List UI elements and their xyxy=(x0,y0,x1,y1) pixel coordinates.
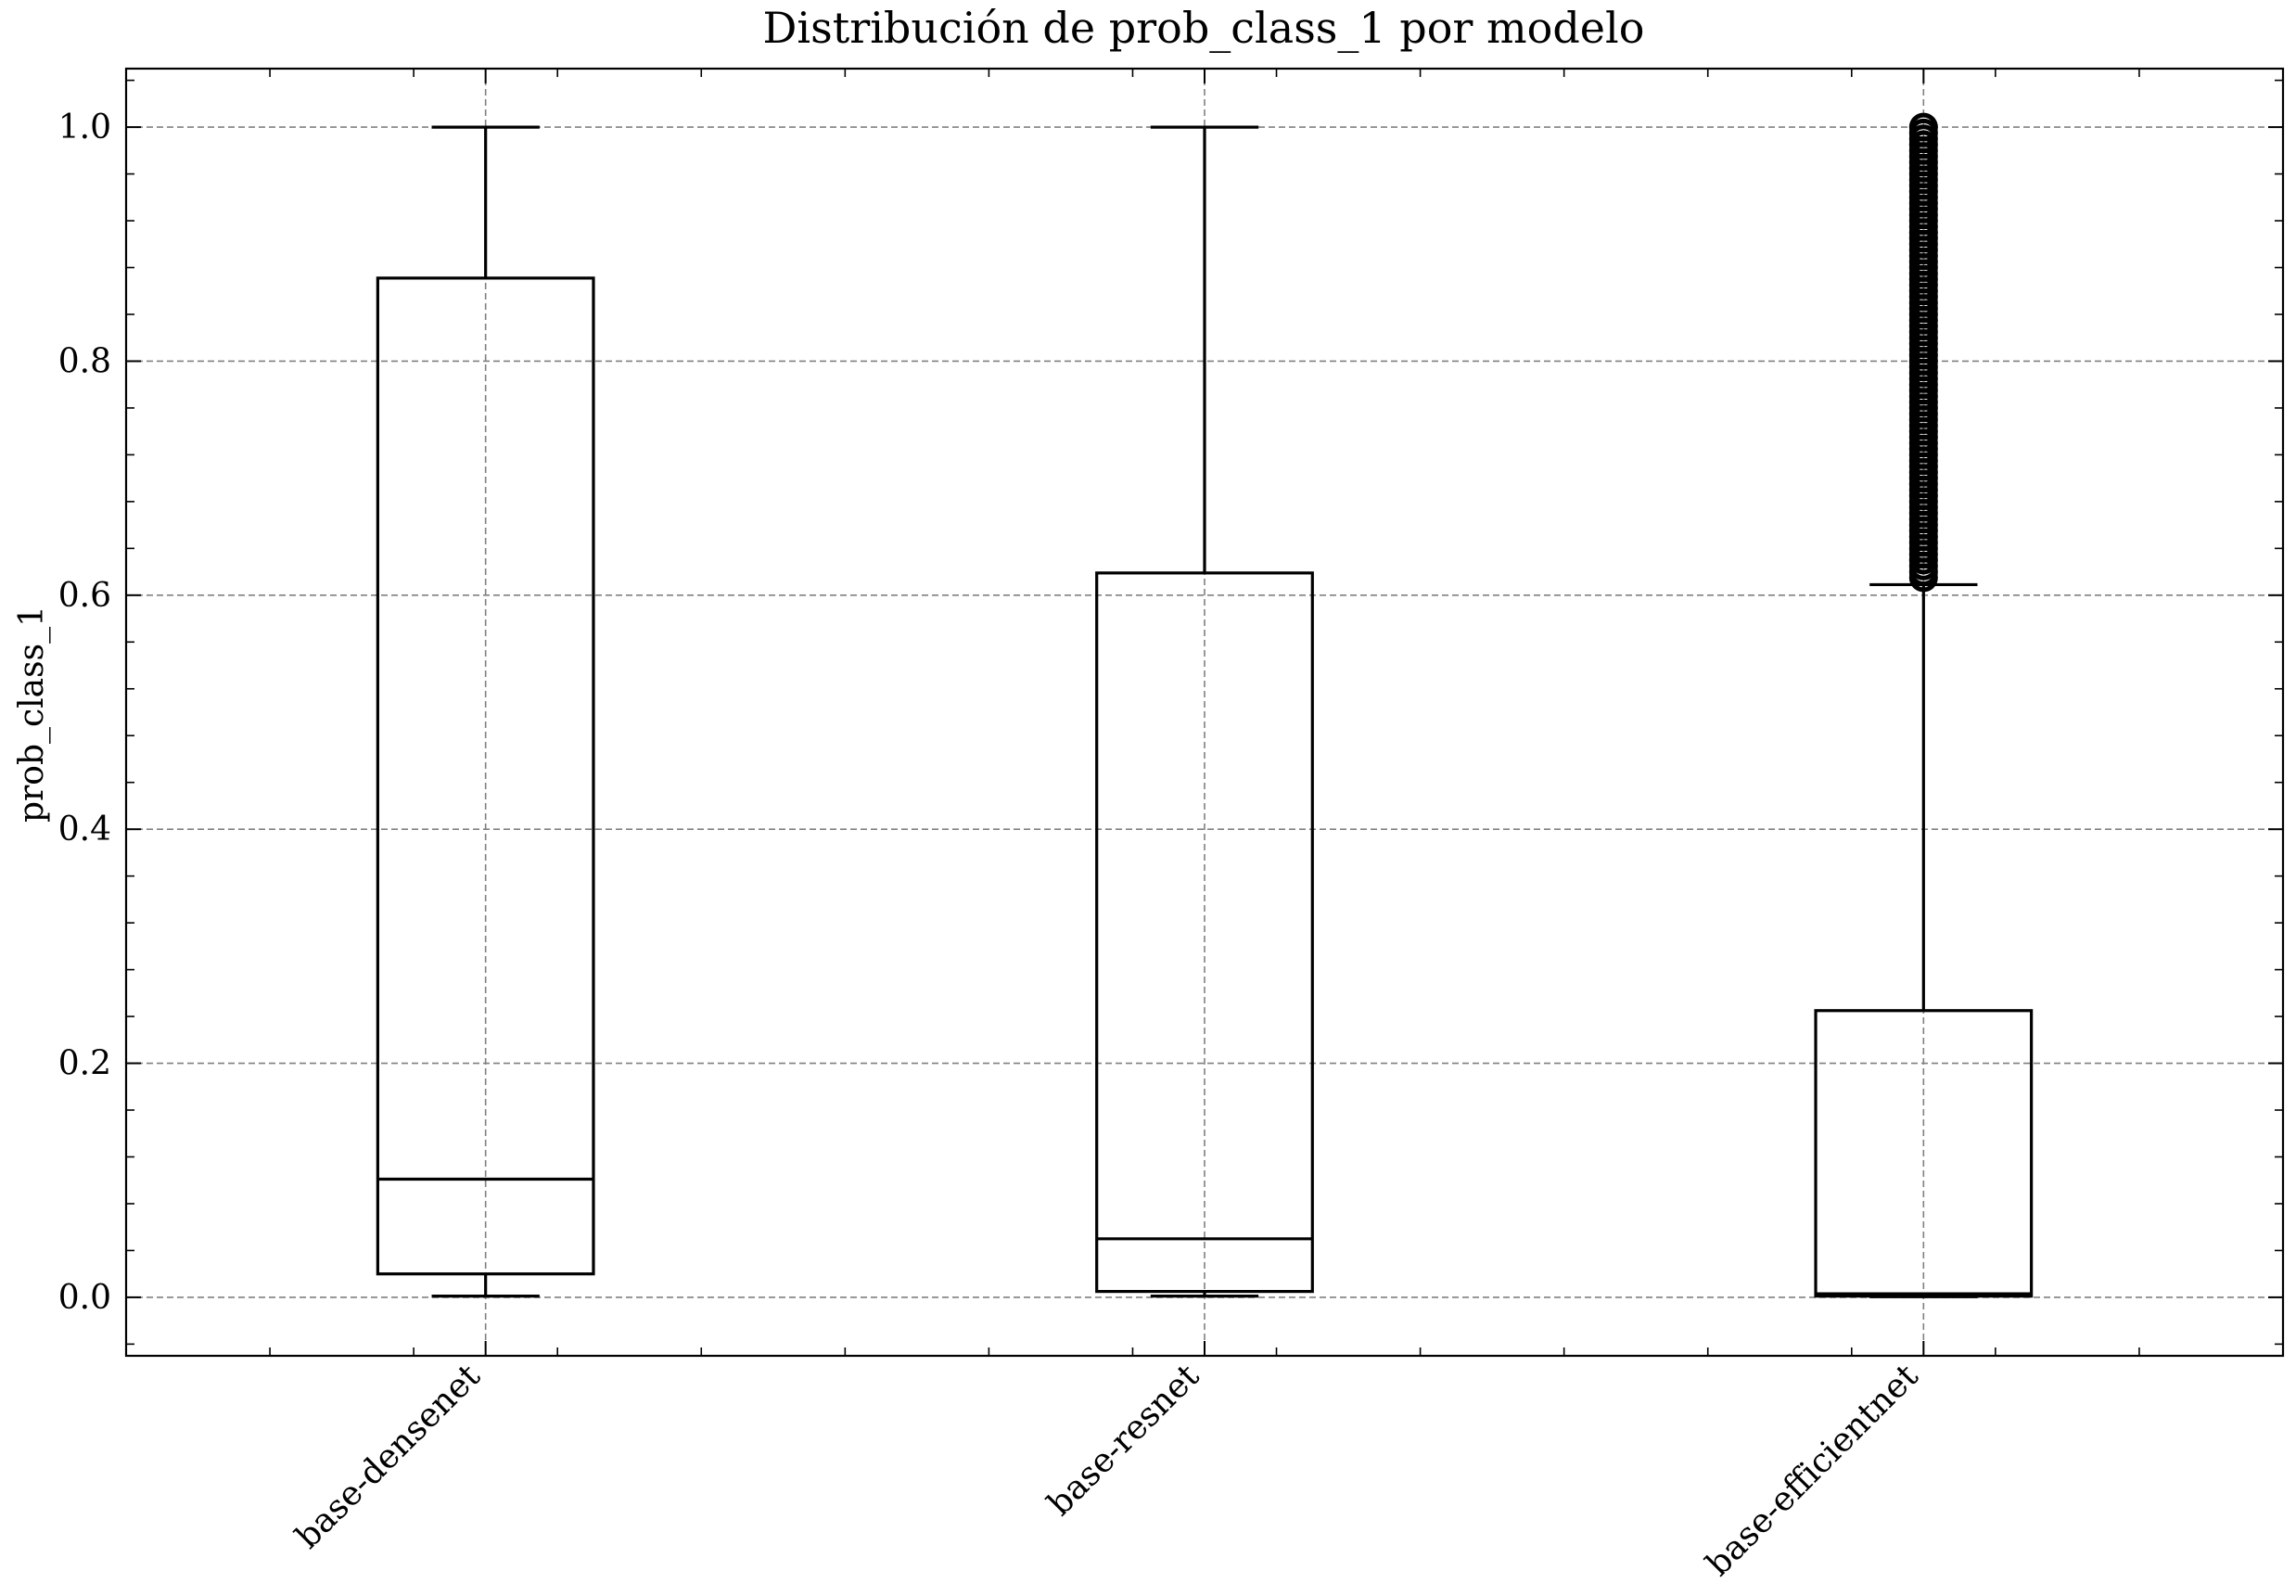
box-group xyxy=(1095,125,1314,1298)
box-layer xyxy=(376,112,2034,1298)
outlier-point xyxy=(1908,112,1938,142)
y-tick-label: 1.0 xyxy=(58,109,111,147)
y-tick-label: 0.4 xyxy=(58,811,111,849)
x-category-label: base-resnet xyxy=(1040,1357,1207,1524)
y-tick-label: 0.2 xyxy=(58,1045,111,1083)
box-group xyxy=(1814,112,2034,1298)
y-tick-label: 0.0 xyxy=(58,1279,111,1317)
y-tick-label: 0.6 xyxy=(58,577,111,615)
y-tick-label: 0.8 xyxy=(58,342,111,380)
x-category-label: base-densenet xyxy=(288,1357,488,1556)
y-axis-label: prob_class_1 xyxy=(13,606,51,823)
chart-title: Distribución de prob_class_1 por modelo xyxy=(763,3,1645,53)
box-group xyxy=(376,125,595,1298)
x-category-label: base-efficientnet xyxy=(1699,1357,1926,1584)
box-iqr xyxy=(1095,571,1314,1294)
box-iqr xyxy=(1814,1009,2034,1298)
box-iqr xyxy=(376,276,595,1276)
